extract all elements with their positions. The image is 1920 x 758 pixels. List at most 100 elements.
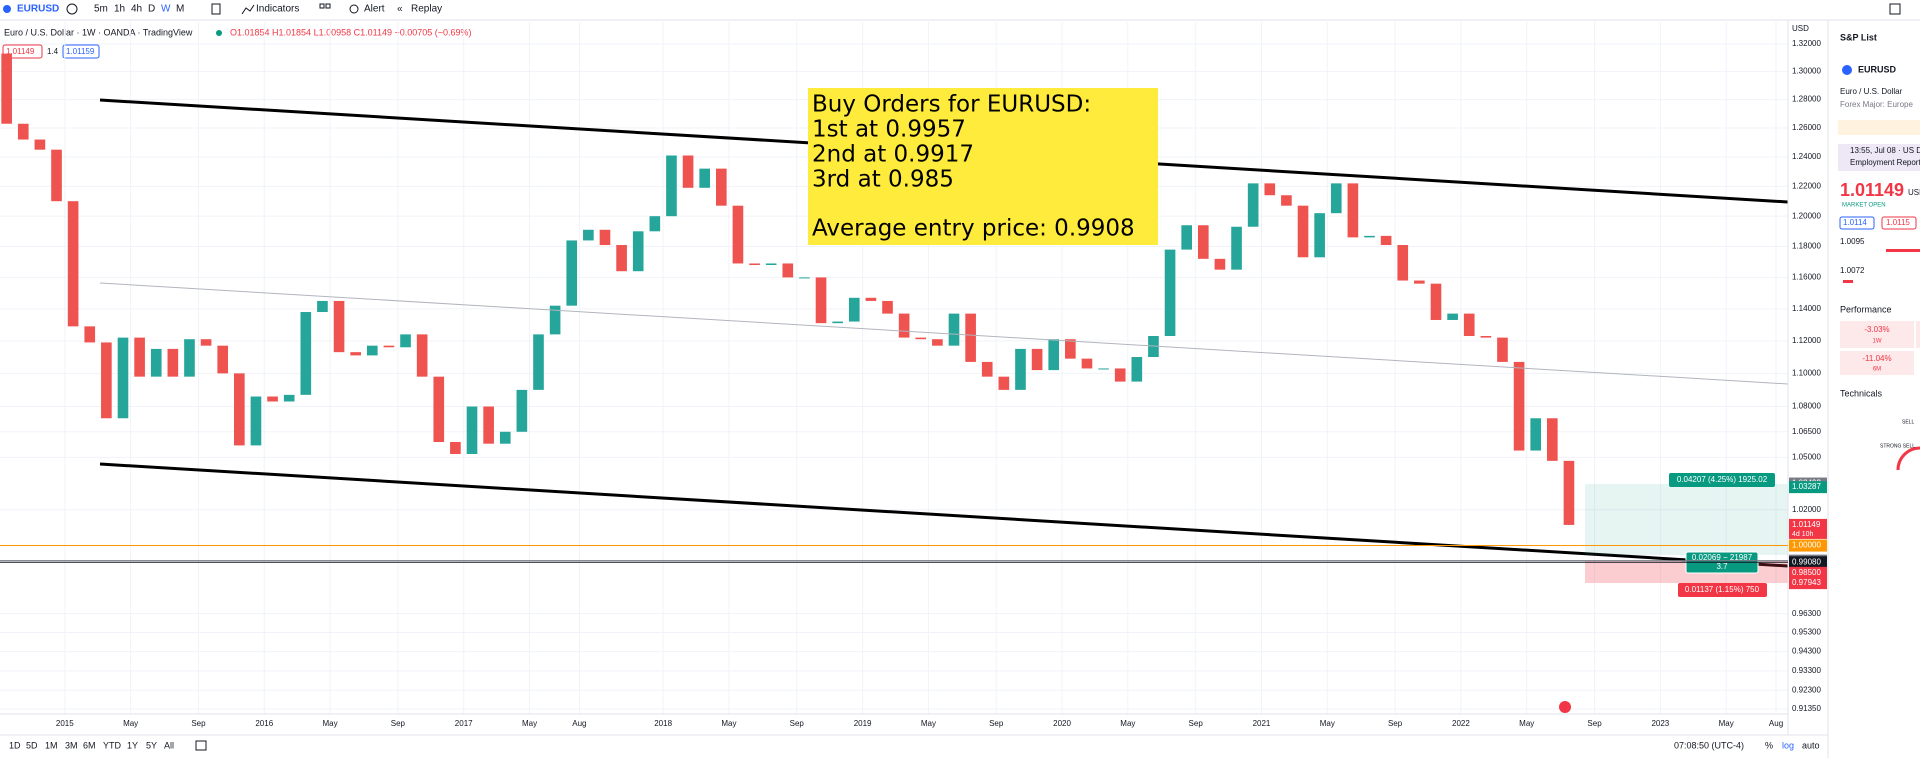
range-button[interactable]: YTD bbox=[103, 740, 122, 750]
event-flag[interactable] bbox=[1559, 701, 1571, 713]
y-tick-label: 1.14000 bbox=[1792, 304, 1821, 313]
range-button[interactable]: 5Y bbox=[146, 740, 157, 750]
bid-box bbox=[1839, 216, 1875, 230]
y-tick-label: 1.02000 bbox=[1792, 505, 1821, 514]
watchlist-title[interactable]: S&P List bbox=[1840, 32, 1877, 42]
panel-category: Forex Major: Europe bbox=[1840, 100, 1913, 109]
annotation-box bbox=[808, 88, 1158, 245]
buy-box[interactable] bbox=[62, 44, 100, 59]
lower-trendline bbox=[99, 462, 1789, 568]
candle-body bbox=[1463, 313, 1475, 336]
range-button[interactable]: 5D bbox=[26, 740, 38, 750]
x-tick-label: 2023 bbox=[1651, 719, 1669, 728]
layout-icon bbox=[325, 3, 331, 9]
symbol[interactable]: EURUSD bbox=[17, 4, 59, 15]
range-button[interactable]: 3M bbox=[65, 740, 78, 750]
interval[interactable]: D bbox=[148, 4, 155, 15]
y-tick-label: 1.18000 bbox=[1792, 242, 1821, 251]
performance-title: Performance bbox=[1840, 304, 1892, 314]
interval-active[interactable]: W bbox=[161, 4, 171, 15]
chart-type-icon[interactable] bbox=[211, 3, 221, 15]
candle-body bbox=[1081, 358, 1093, 369]
perf-value: -11.04% bbox=[1862, 354, 1891, 363]
event-box[interactable] bbox=[1838, 144, 1920, 171]
candle-body bbox=[632, 231, 644, 272]
y-tick-label: 1.28000 bbox=[1792, 95, 1821, 104]
candle-body bbox=[749, 263, 760, 266]
indicators-icon bbox=[241, 4, 255, 15]
candle-body bbox=[283, 394, 295, 402]
candle-body bbox=[1098, 368, 1109, 370]
candle-body bbox=[17, 123, 29, 140]
x-tick-label: 2021 bbox=[1253, 719, 1271, 728]
candle-body bbox=[516, 389, 528, 432]
sell-box[interactable] bbox=[2, 44, 43, 59]
range-button[interactable]: All bbox=[164, 740, 174, 750]
indicators-button[interactable]: Indicators bbox=[256, 4, 299, 15]
candle-body bbox=[1231, 226, 1242, 270]
loss-label: 0.01137 (1.15%) 750 bbox=[1685, 585, 1760, 594]
candle-body bbox=[898, 313, 910, 338]
range-button[interactable]: 6M bbox=[83, 740, 96, 750]
ask-box bbox=[1881, 216, 1917, 230]
candle-body bbox=[1114, 368, 1126, 382]
x-tick-label: 2015 bbox=[56, 719, 74, 728]
compare-icon[interactable] bbox=[66, 3, 78, 15]
interval[interactable]: 5m bbox=[94, 4, 108, 15]
candle-body bbox=[865, 297, 877, 301]
candle-body bbox=[366, 345, 378, 356]
annotation-line: 2nd at 0.9917 bbox=[812, 142, 974, 168]
x-tick-label: Sep bbox=[1189, 719, 1204, 728]
candle-body bbox=[117, 337, 129, 419]
y-tick-label: 1.05000 bbox=[1792, 453, 1821, 462]
currency-label[interactable]: USD bbox=[1792, 24, 1809, 33]
candle-body bbox=[416, 334, 428, 377]
candle-body bbox=[649, 216, 661, 232]
candle-body bbox=[1530, 418, 1542, 451]
range-button[interactable]: 1Y bbox=[127, 740, 138, 750]
perf-value: -3.03% bbox=[1864, 325, 1889, 334]
event-name: Employment Report bbox=[1850, 158, 1920, 167]
candle-body bbox=[234, 373, 245, 446]
fullscreen-icon[interactable] bbox=[1889, 3, 1901, 15]
qty-label: 0.02069 − 21987 bbox=[1692, 553, 1753, 562]
panel-name: Euro / U.S. Dollar bbox=[1840, 87, 1903, 96]
interval[interactable]: 1h bbox=[114, 4, 125, 15]
range-button[interactable]: 1D bbox=[9, 740, 21, 750]
replay-button[interactable]: Replay bbox=[411, 4, 442, 15]
legend-ohlc: O1.01854 H1.01854 L1.00958 C1.01149 −0.0… bbox=[230, 27, 472, 37]
candle-body bbox=[333, 300, 345, 353]
x-tick-label: May bbox=[323, 719, 338, 728]
y-tick-label: 0.96300 bbox=[1792, 609, 1821, 618]
candle-body bbox=[915, 337, 927, 340]
candle-body bbox=[483, 406, 494, 444]
gauge-label: SELL bbox=[1902, 419, 1914, 425]
candle-body bbox=[167, 348, 179, 377]
x-tick-label: May bbox=[1320, 719, 1335, 728]
candle-body bbox=[1197, 225, 1209, 259]
candle-body bbox=[1247, 183, 1259, 227]
candle-body bbox=[1497, 337, 1508, 362]
y-tick-label: 1.08000 bbox=[1792, 402, 1821, 411]
interval[interactable]: M bbox=[176, 4, 184, 15]
log-toggle[interactable]: log bbox=[1782, 740, 1794, 750]
goto-date-icon[interactable] bbox=[195, 740, 207, 751]
candle-body bbox=[1314, 213, 1325, 258]
y-tick-label: 1.12000 bbox=[1792, 336, 1821, 345]
candle-body bbox=[782, 263, 794, 278]
layout-icon[interactable] bbox=[319, 3, 325, 9]
x-tick-label: May bbox=[1519, 719, 1534, 728]
range-button[interactable]: 1M bbox=[45, 740, 58, 750]
auto-toggle[interactable]: auto bbox=[1802, 740, 1820, 750]
market-status: MARKET OPEN bbox=[1842, 203, 1886, 209]
candle-body bbox=[965, 313, 976, 362]
candle-body bbox=[1480, 335, 1492, 338]
alert-button[interactable]: Alert bbox=[364, 4, 385, 15]
percent-toggle[interactable]: % bbox=[1765, 740, 1773, 750]
candle-body bbox=[533, 334, 544, 390]
interval[interactable]: 4h bbox=[131, 4, 142, 15]
y-tick-label: 0.91350 bbox=[1792, 704, 1821, 713]
candle-body bbox=[699, 168, 711, 188]
ask: 1.01159 bbox=[66, 47, 95, 56]
y-tick-label: 1.32000 bbox=[1792, 39, 1821, 48]
